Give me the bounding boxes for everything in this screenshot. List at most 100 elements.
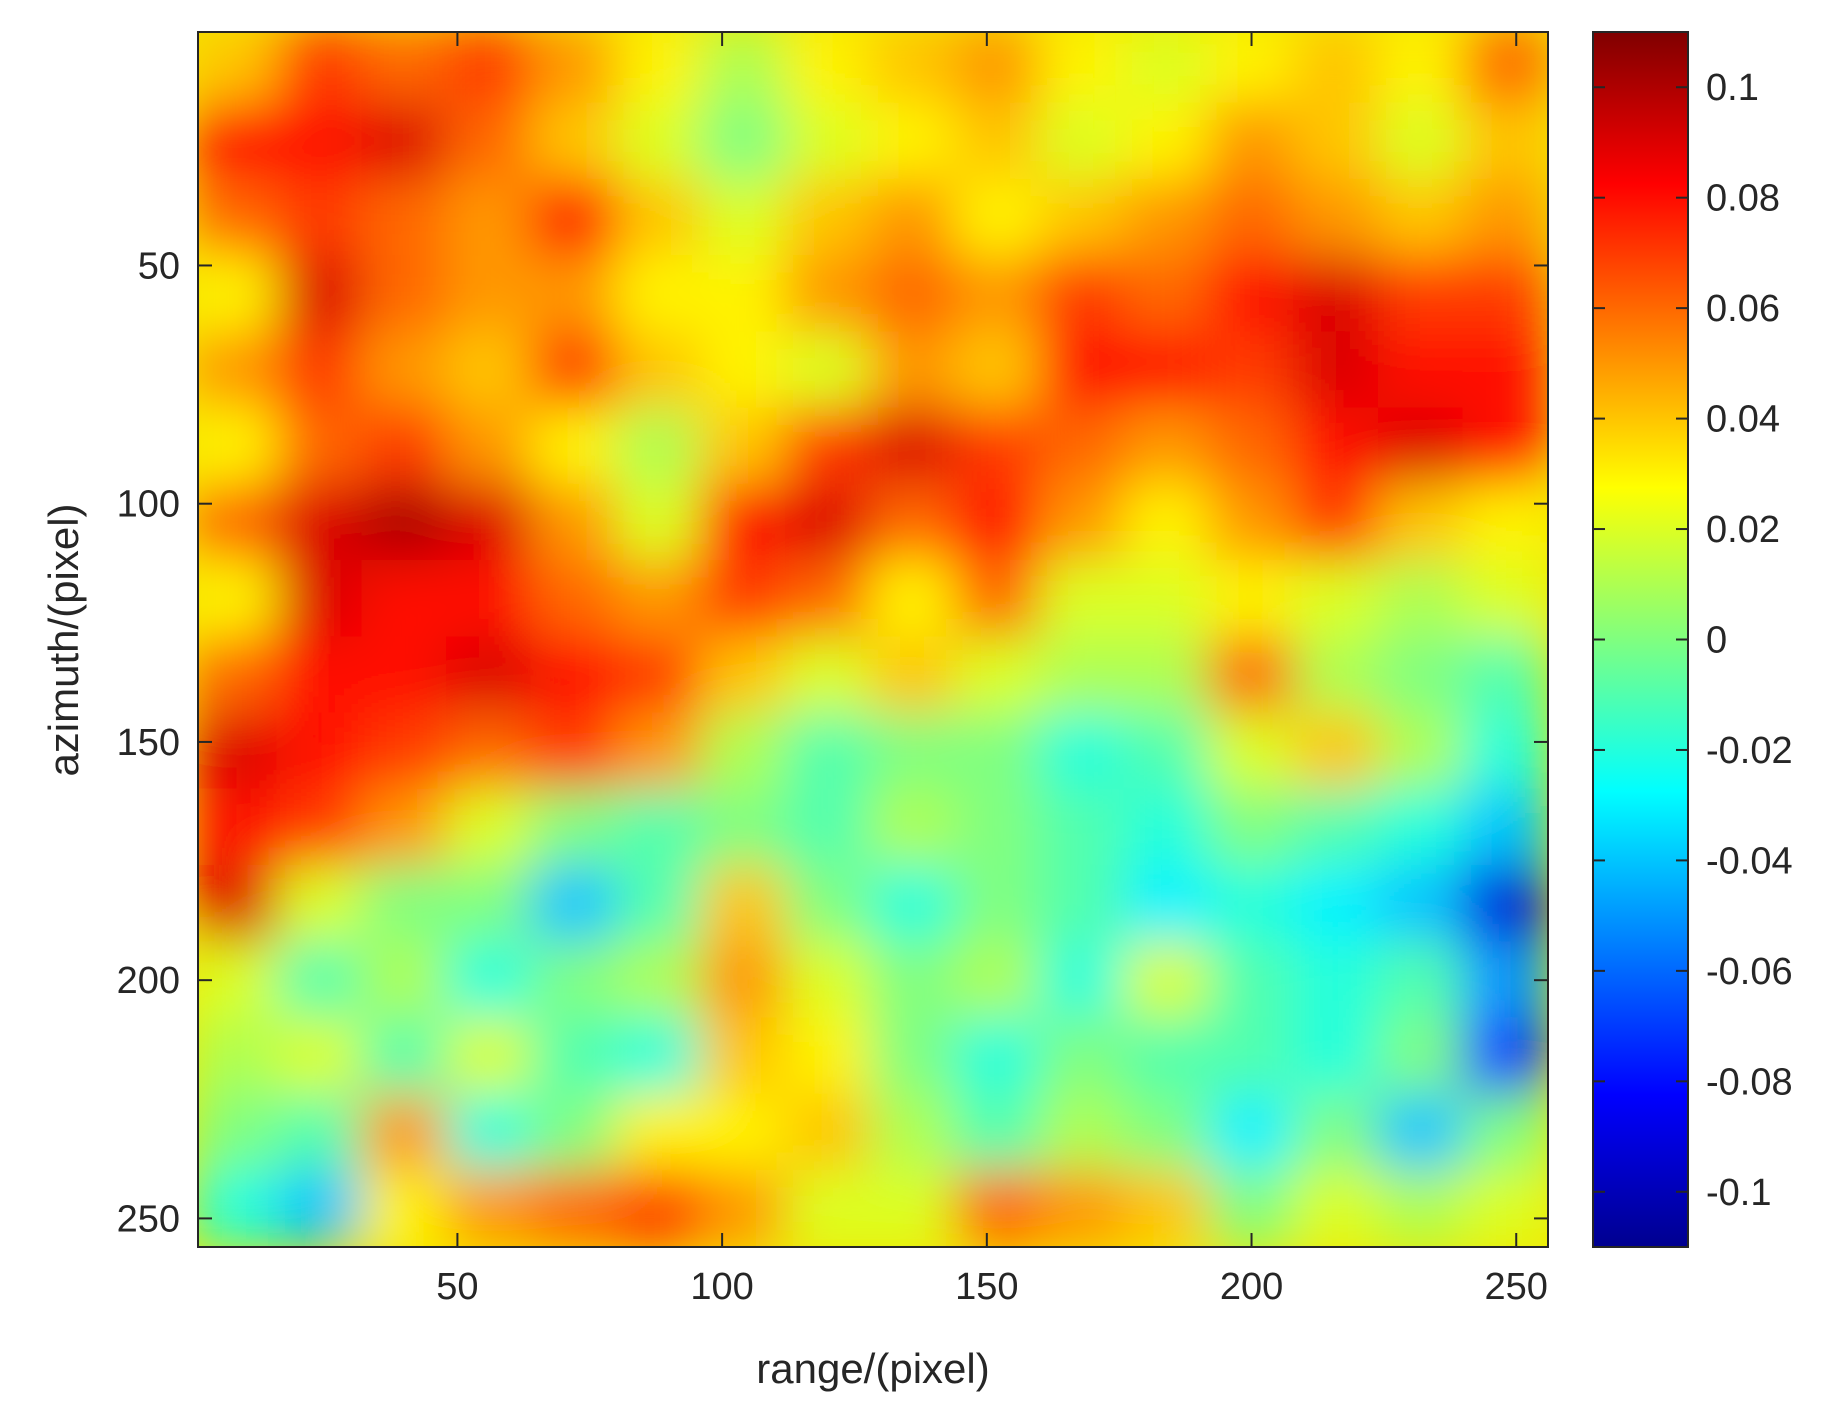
heatmap-cell <box>1293 32 1380 105</box>
x-axis-label: range/(pixel) <box>756 1345 989 1392</box>
heatmap-cell <box>1293 636 1380 715</box>
heatmap-cell <box>1462 32 1548 105</box>
heatmap-cell <box>198 331 279 410</box>
heatmap-cell <box>784 712 872 791</box>
colorbar-tick-label: -0.06 <box>1706 951 1793 993</box>
heatmap-cell <box>1377 788 1465 867</box>
heatmap-cell <box>446 255 533 333</box>
heatmap-cell <box>1293 1169 1380 1247</box>
heatmap-cell <box>1377 483 1465 562</box>
heatmap-cell <box>1462 1017 1548 1096</box>
heatmap-cell <box>1377 1093 1465 1172</box>
heatmap-cell <box>869 865 956 943</box>
heatmap-cell <box>615 788 702 867</box>
heatmap-cell <box>198 255 279 333</box>
x-tick-label: 50 <box>436 1266 478 1308</box>
heatmap-cell <box>1293 865 1380 943</box>
heatmap-cell <box>1293 102 1380 181</box>
heatmap-cell <box>1377 255 1465 333</box>
heatmap-cell <box>361 941 448 1020</box>
plot-frame <box>197 31 1549 1248</box>
heatmap-cell <box>784 32 872 105</box>
heatmap-cell <box>1293 560 1380 638</box>
heatmap-cell <box>530 941 618 1020</box>
heatmap-cell <box>700 941 787 1020</box>
heatmap-cell <box>1293 788 1380 867</box>
heatmap-cell <box>1208 102 1295 181</box>
heatmap-cell <box>615 102 702 181</box>
heatmap-cell <box>1208 1017 1295 1096</box>
heatmap-cell <box>700 1169 787 1247</box>
colorbar-tick-label: -0.02 <box>1706 730 1793 772</box>
heatmap-cell <box>784 102 872 181</box>
heatmap-cell <box>615 712 702 791</box>
heatmap-cell <box>615 865 702 943</box>
heatmap-cell <box>1377 331 1465 410</box>
heatmap-cell <box>530 1017 618 1096</box>
heatmap-cell <box>361 102 448 181</box>
heatmap-cell <box>276 636 363 715</box>
heatmap-cell <box>1377 1169 1465 1247</box>
y-tick-label: 150 <box>117 722 180 764</box>
heatmap-cell <box>869 407 956 486</box>
heatmap-cell <box>1038 560 1126 638</box>
heatmap-cell <box>784 865 872 943</box>
heatmap-cell <box>869 331 956 410</box>
colorbar-ticks: 0.1 0.08 0.06 0.04 0.02 0 -0.02 -0.04 -0.06 -0.08… <box>1593 67 1793 1214</box>
heatmap-cell <box>700 102 787 181</box>
heatmap-cell <box>198 483 279 562</box>
heatmap-cell <box>615 941 702 1020</box>
heatmap-cell <box>1377 865 1465 943</box>
heatmap-cell <box>1123 636 1210 715</box>
heatmap-cell <box>869 1093 956 1172</box>
heatmap-cell <box>361 1017 448 1096</box>
heatmap-cell <box>276 560 363 638</box>
heatmap-cell <box>1038 1093 1126 1172</box>
heatmap-cell <box>276 1169 363 1247</box>
colorbar-tick-label: 0.02 <box>1706 509 1780 551</box>
heatmap-cell <box>446 1169 533 1247</box>
y-tick-label: 200 <box>117 960 180 1002</box>
heatmap-cell <box>1208 255 1295 333</box>
heatmap-cell <box>700 712 787 791</box>
heatmap-cell <box>1208 941 1295 1020</box>
heatmap-cell <box>446 941 533 1020</box>
heatmap-cell <box>700 255 787 333</box>
heatmap-cell <box>361 407 448 486</box>
heatmap-cell <box>1462 712 1548 791</box>
heatmap-cell <box>1123 1093 1210 1172</box>
heatmap-cell <box>1462 560 1548 638</box>
heatmap-cell <box>954 1093 1041 1172</box>
heatmap-cell <box>361 636 448 715</box>
heatmap-cell <box>700 331 787 410</box>
colorbar-tick-label: 0.06 <box>1706 288 1780 330</box>
heatmap-cell <box>530 32 618 105</box>
heatmap-cell <box>1123 560 1210 638</box>
heatmap-cell <box>198 32 279 105</box>
heatmap-cell <box>784 331 872 410</box>
heatmap-cell <box>530 1169 618 1247</box>
heatmap-cell <box>198 865 279 943</box>
heatmap-cell <box>1462 102 1548 181</box>
heatmap-cells <box>198 32 1548 1247</box>
heatmap-cell <box>1377 407 1465 486</box>
heatmap-cell <box>530 102 618 181</box>
heatmap-cell <box>1208 788 1295 867</box>
heatmap-cell <box>530 712 618 791</box>
heatmap-cell <box>198 407 279 486</box>
heatmap-cell <box>1123 178 1210 257</box>
heatmap-cell <box>198 1169 279 1247</box>
heatmap-cell <box>1123 1169 1210 1247</box>
heatmap-cell <box>869 255 956 333</box>
x-tick-label: 250 <box>1485 1266 1548 1308</box>
heatmap-cell <box>361 560 448 638</box>
heatmap-cell <box>1123 407 1210 486</box>
heatmap-cell <box>1208 865 1295 943</box>
heatmap-cell <box>276 865 363 943</box>
heatmap-cell <box>1377 1017 1465 1096</box>
colorbar-tick-label: 0.1 <box>1706 67 1759 109</box>
heatmap-cell <box>700 1017 787 1096</box>
heatmap-cell <box>530 788 618 867</box>
heatmap-cell <box>700 636 787 715</box>
heatmap-cell <box>1462 178 1548 257</box>
